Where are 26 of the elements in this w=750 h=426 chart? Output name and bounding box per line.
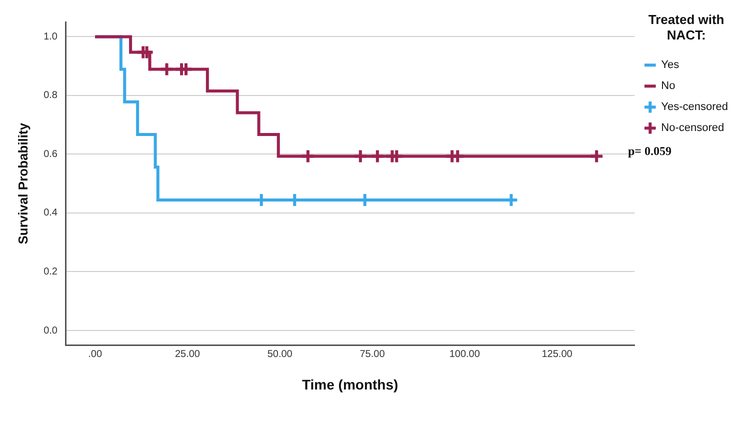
x-axis-title: Time (months): [302, 376, 398, 392]
x-tick-label: 100.00: [449, 348, 480, 360]
point: [300, 148, 316, 164]
annotation: p= 0.059: [628, 144, 672, 159]
x-tick-label: 75.00: [360, 348, 386, 360]
legend-label: No: [661, 80, 676, 92]
y-tick-label: 0.6: [44, 148, 58, 160]
y-tick-label: 0.4: [44, 208, 58, 219]
point: [159, 62, 174, 77]
legend-title: Treated with NACT:: [648, 12, 724, 43]
point: [352, 148, 368, 164]
x-tick-label: 25.00: [174, 348, 200, 360]
y-tick-label: 1.0: [44, 31, 58, 42]
legend-label: Yes: [661, 59, 680, 72]
point: [139, 44, 154, 60]
y-tick-label: 0.8: [44, 90, 58, 102]
x-tick-label: 50.00: [267, 348, 293, 360]
point: [589, 148, 604, 164]
point: [370, 148, 385, 164]
legend-label: No-censored: [661, 122, 724, 134]
x-tick-label: 125.00: [542, 348, 573, 360]
y-tick-label: 0.0: [44, 325, 58, 336]
legend-label: Yes-censored: [661, 101, 728, 114]
x-tick-label: .00: [88, 348, 102, 360]
y-tick-label: 0.2: [44, 266, 58, 278]
y-axis-title: Survival Probability: [15, 122, 30, 244]
